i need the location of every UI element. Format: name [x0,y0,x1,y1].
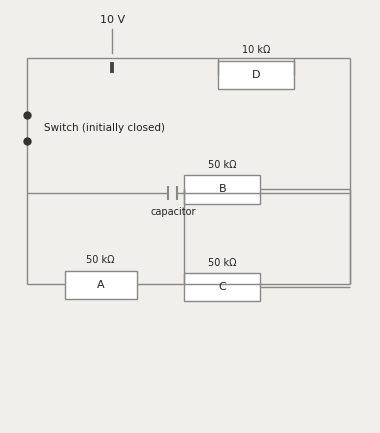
Text: A: A [97,280,105,290]
Bar [218,61,294,89]
Text: 50 kΩ: 50 kΩ [208,258,236,268]
Text: Switch (initially closed): Switch (initially closed) [44,123,165,133]
Bar [184,175,260,204]
Bar [65,271,137,299]
Text: 50 kΩ: 50 kΩ [87,255,115,265]
Text: 10 kΩ: 10 kΩ [242,45,271,55]
Text: C: C [218,282,226,292]
Text: capacitor: capacitor [150,207,196,217]
Text: 10 V: 10 V [100,15,125,25]
Text: B: B [218,184,226,194]
Text: D: D [252,70,261,80]
Text: 50 kΩ: 50 kΩ [208,160,236,170]
Bar [184,273,260,301]
